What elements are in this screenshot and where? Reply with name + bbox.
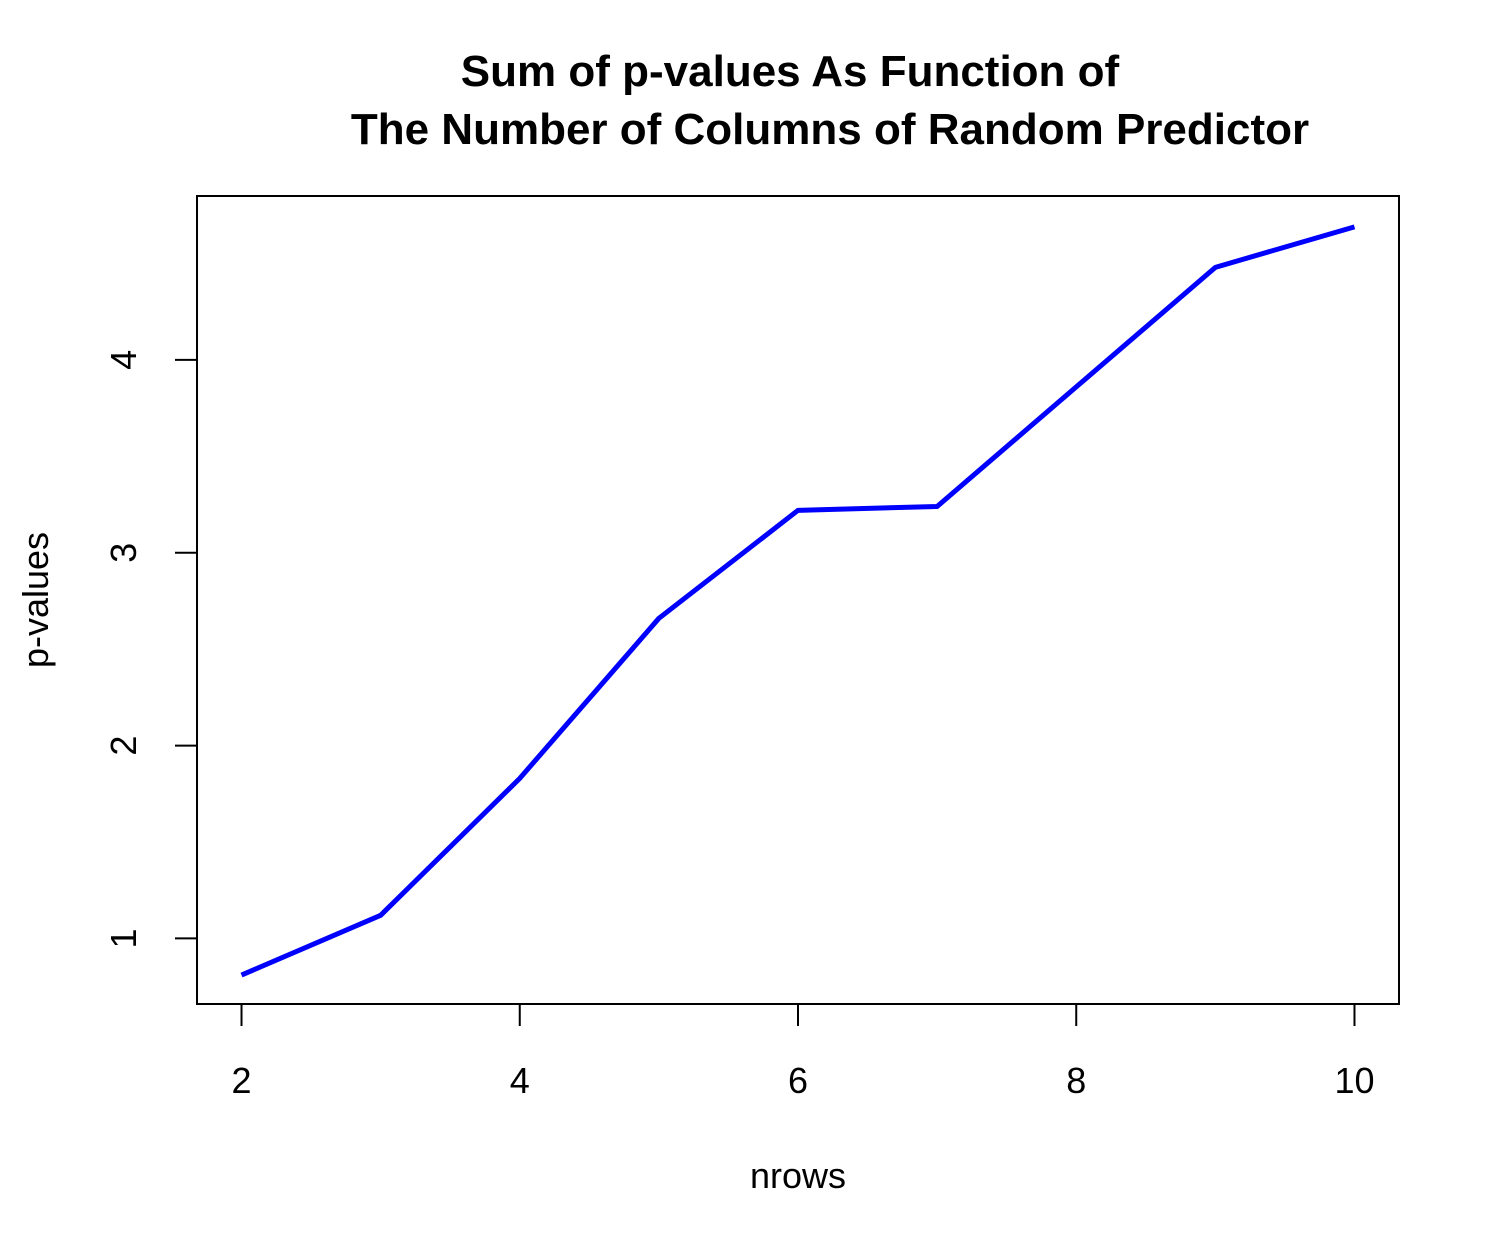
y-axis: 1 2 3 4: [103, 350, 198, 948]
x-tick-label: 2: [232, 1060, 252, 1101]
x-tick-label: 8: [1066, 1060, 1086, 1101]
chart-title-line-2: The Number of Columns of Random Predicto…: [351, 105, 1309, 154]
y-tick-label: 3: [103, 543, 144, 563]
series-layer: [240, 224, 1356, 978]
chart-title-line-1: Sum of p-values As Function of: [461, 47, 1120, 96]
x-tick-label: 6: [788, 1060, 808, 1101]
x-axis-label: nrows: [750, 1155, 846, 1196]
y-axis-label: p-values: [15, 532, 56, 668]
x-tick-label: 4: [510, 1060, 530, 1101]
y-tick-label: 4: [103, 350, 144, 370]
series-line: [240, 224, 1356, 978]
y-tick-label: 2: [103, 736, 144, 756]
x-axis: 2 4 6 8 10: [232, 1003, 1375, 1101]
x-tick-label: 10: [1334, 1060, 1374, 1101]
y-tick-label: 1: [103, 928, 144, 948]
plot-frame: [196, 195, 1400, 1005]
